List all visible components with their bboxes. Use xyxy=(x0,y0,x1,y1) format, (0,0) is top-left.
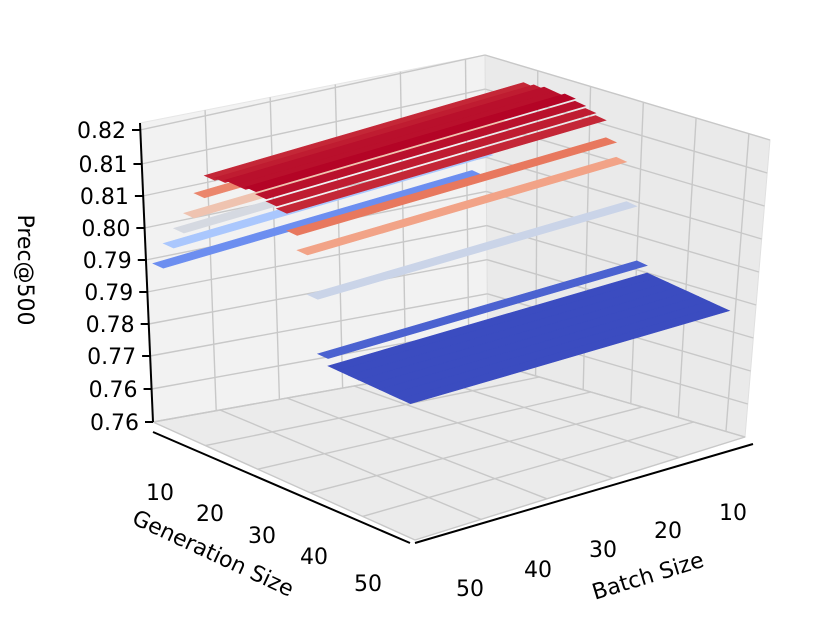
z-tick-label: 0.78 xyxy=(86,313,135,338)
gridline xyxy=(725,133,750,432)
surface-strip xyxy=(316,260,648,359)
gridline xyxy=(362,421,694,518)
gridline xyxy=(149,293,488,357)
y-tick-label: 40 xyxy=(524,558,552,583)
surface-strip xyxy=(265,108,597,207)
y-axis-line xyxy=(414,443,754,544)
z-tick-label: 0.79 xyxy=(84,281,133,306)
x-tick-label: 30 xyxy=(248,524,276,549)
gridline xyxy=(147,224,487,293)
z-tick-label: 0.76 xyxy=(90,411,139,436)
gridline xyxy=(353,385,614,479)
gridline xyxy=(141,88,486,165)
x-tick-label: 10 xyxy=(146,481,174,506)
z-tick-label: 0.79 xyxy=(83,249,132,274)
x-tick-label: 40 xyxy=(300,545,328,570)
gridline xyxy=(219,409,482,521)
gridline xyxy=(204,110,217,411)
y-tick-label: 30 xyxy=(589,538,617,563)
gridline xyxy=(205,376,540,447)
gridline xyxy=(677,117,697,418)
y-tick-label: 50 xyxy=(456,577,484,602)
surface-strip xyxy=(286,137,618,236)
gridline xyxy=(139,54,486,131)
axis-lines xyxy=(139,122,754,544)
z-tick-labels: 0.76 0.76 0.77 0.78 0.79 0.79 0.80 0.81 0.81 0.82 xyxy=(77,119,153,436)
surface-strip xyxy=(255,100,587,200)
z-tick-label: 0.76 xyxy=(89,378,138,403)
surface-strip xyxy=(306,201,638,300)
gridline xyxy=(152,421,416,541)
gridline xyxy=(485,156,762,240)
gridline xyxy=(414,436,746,541)
z-tick-label: 0.81 xyxy=(80,185,129,210)
y-tick-labels: 10 20 30 40 50 xyxy=(456,501,747,602)
gridline xyxy=(630,102,645,404)
z-tick-label: 0.81 xyxy=(78,153,127,178)
surface-strip xyxy=(399,305,731,405)
gridline xyxy=(269,97,281,400)
y-tick-label: 20 xyxy=(654,519,682,544)
x-axis-line xyxy=(152,431,411,544)
x-tick-labels: 10 20 30 40 50 xyxy=(146,481,382,597)
z-axis-label: Prec@500 xyxy=(12,214,37,325)
surface-strip xyxy=(296,156,628,256)
z-axis-line xyxy=(139,122,154,423)
surface xyxy=(152,82,731,405)
z-tick-label: 0.82 xyxy=(77,119,126,144)
gridline xyxy=(334,84,344,389)
gridline xyxy=(486,190,760,273)
x-tick-label: 20 xyxy=(196,502,224,527)
gridline xyxy=(487,361,746,438)
gridline xyxy=(310,406,643,494)
x-tick-label: 50 xyxy=(354,572,382,597)
surface-strip xyxy=(275,115,607,214)
gridline xyxy=(286,397,548,500)
gridline xyxy=(484,54,771,141)
gridline xyxy=(257,391,591,470)
z-tick-label: 0.80 xyxy=(81,217,130,242)
surface-strip xyxy=(244,93,576,193)
y-tick-label: 10 xyxy=(719,501,747,526)
z-tick-label: 0.77 xyxy=(87,345,136,370)
